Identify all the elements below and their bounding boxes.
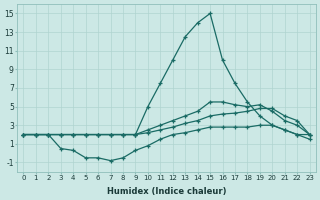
X-axis label: Humidex (Indice chaleur): Humidex (Indice chaleur) xyxy=(107,187,226,196)
